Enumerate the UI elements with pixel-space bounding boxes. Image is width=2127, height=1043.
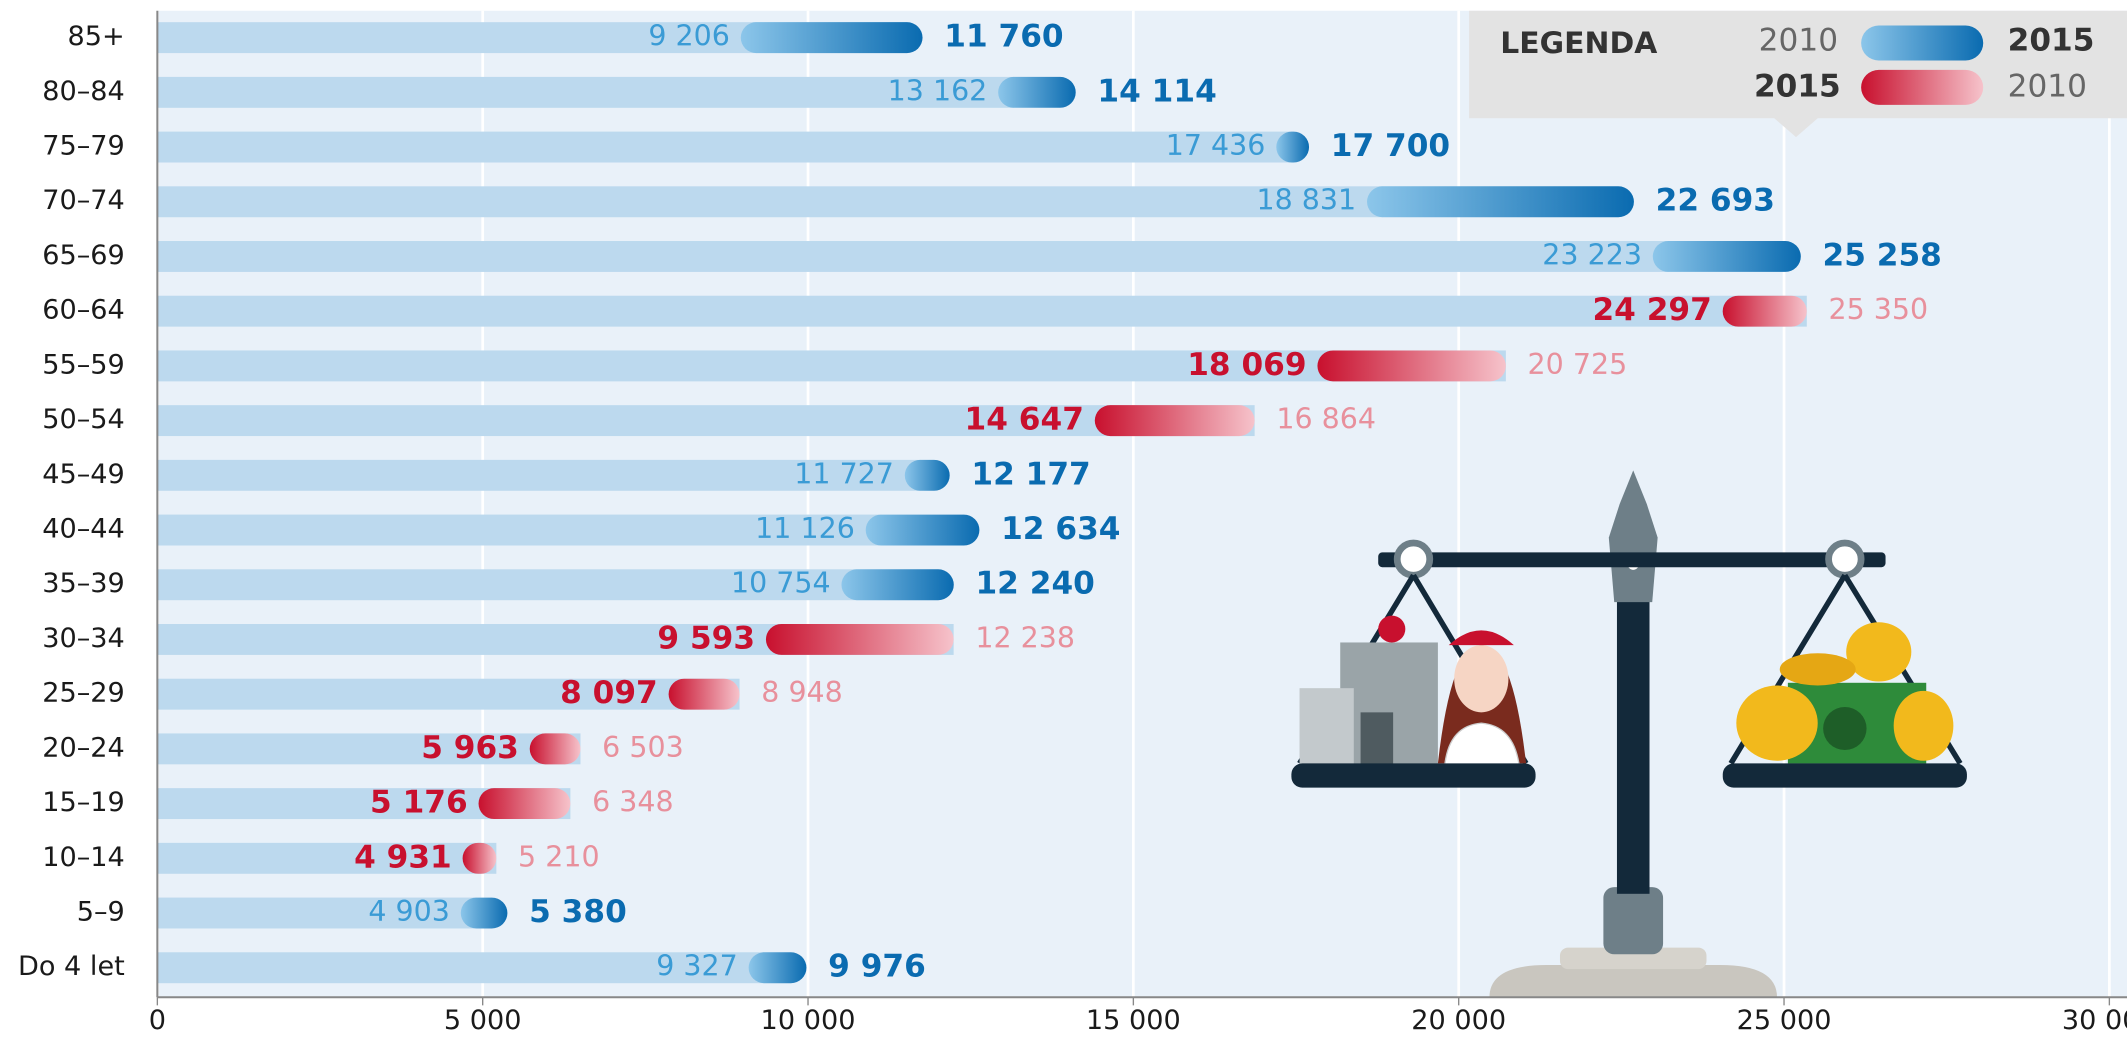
change-bar [1317,350,1505,381]
value-label: 5 380 [529,894,627,930]
legend-label: 2015 [2008,23,2095,59]
y-tick-label: 30–34 [42,623,125,654]
change-bar [463,843,497,874]
y-tick-label: 15–19 [42,787,125,818]
value-label: 9 593 [657,621,755,657]
x-tick-label: 25 000 [1737,1005,1832,1036]
value-label: 25 258 [1823,238,1942,274]
x-tick-label: 20 000 [1411,1005,1506,1036]
y-tick-label: 80–84 [42,76,125,107]
change-bar [841,569,953,600]
y-tick-label: 70–74 [42,185,125,216]
value-label: 18 831 [1257,184,1357,217]
value-label: 24 297 [1592,292,1711,328]
chart: 9 206 11 760 13 162 14 114 17 436 17 700 18 83… [0,0,2127,1043]
value-label: 14 114 [1097,73,1216,109]
change-bar [530,733,581,764]
change-bar [1367,186,1634,217]
value-label: 8 097 [560,675,658,711]
value-label: 12 238 [975,622,1075,655]
value-label: 17 436 [1166,129,1266,162]
x-tick-label: 15 000 [1086,1005,1181,1036]
base-bar [157,405,1254,436]
y-tick-label: 50–54 [42,404,125,435]
change-bar [766,624,954,655]
change-bar [905,460,950,491]
y-tick-label: 10–14 [42,842,125,873]
change-bar [1276,132,1309,163]
y-tick-label: 40–44 [42,514,125,545]
legend-swatch [1861,26,1983,61]
y-tick-label: 65–69 [42,240,125,271]
value-label: 4 931 [354,839,452,875]
value-label: 22 693 [1656,183,1775,219]
x-tick-label: 10 000 [761,1005,856,1036]
change-bar [1653,241,1801,272]
value-label: 16 864 [1276,403,1376,436]
x-tick-label: 5 000 [444,1005,522,1036]
change-bar [998,77,1076,108]
value-label: 23 223 [1542,239,1642,272]
value-label: 5 963 [421,730,519,766]
value-label: 12 177 [971,456,1090,492]
value-label: 18 069 [1187,347,1306,383]
value-label: 14 647 [965,402,1084,438]
change-bar [669,679,740,710]
value-label: 11 727 [794,457,894,490]
x-tick-label: 0 [149,1005,166,1036]
value-label: 6 348 [592,786,674,819]
change-bar [479,788,571,819]
value-label: 20 725 [1528,348,1628,381]
value-label: 12 240 [975,566,1094,602]
y-tick-label: 20–24 [42,732,125,763]
change-bar [749,952,807,983]
y-tick-label: 75–79 [42,131,125,162]
change-bar [866,515,980,546]
change-bar [461,898,508,929]
y-tick-label: 85+ [68,21,125,52]
base-bar [157,77,1013,108]
value-label: 9 327 [656,950,738,983]
y-tick-label: 60–64 [42,295,125,326]
value-label: 5 176 [370,785,468,821]
change-bar [741,22,923,53]
value-label: 11 760 [944,19,1063,55]
x-tick-label: 30 000 [2062,1005,2127,1036]
value-label: 5 210 [518,840,600,873]
value-label: 11 126 [755,512,855,545]
y-tick-label: 5–9 [77,897,125,928]
legend-title: LEGENDA [1500,26,1657,61]
value-label: 12 634 [1001,511,1120,547]
legend-swatch [1861,70,1983,105]
y-tick-label: 35–39 [42,568,125,599]
base-bar [157,241,1668,272]
y-tick-label: 55–59 [42,349,125,380]
value-label: 10 754 [731,567,831,600]
legend-label: 2010 [2008,68,2087,104]
change-bar [1095,405,1255,436]
base-bar [157,296,1806,327]
value-label: 25 350 [1829,293,1929,326]
value-label: 9 206 [648,20,730,53]
value-label: 8 948 [761,676,843,709]
legend-label: 2010 [1759,23,1838,59]
legend-label: 2015 [1754,68,1841,104]
y-tick-label: 25–29 [42,678,125,709]
legend: LEGENDA 2010 2015 2015 2010 [1469,11,2127,137]
value-label: 17 700 [1331,128,1450,164]
value-label: 13 162 [888,74,988,107]
value-label: 6 503 [602,731,684,764]
y-tick-label: Do 4 let [18,951,125,982]
value-label: 4 903 [368,895,450,928]
value-label: 9 976 [828,949,926,985]
y-tick-label: 45–49 [42,459,125,490]
change-bar [1723,296,1807,327]
base-bar [157,186,1382,217]
base-bar [157,132,1292,163]
